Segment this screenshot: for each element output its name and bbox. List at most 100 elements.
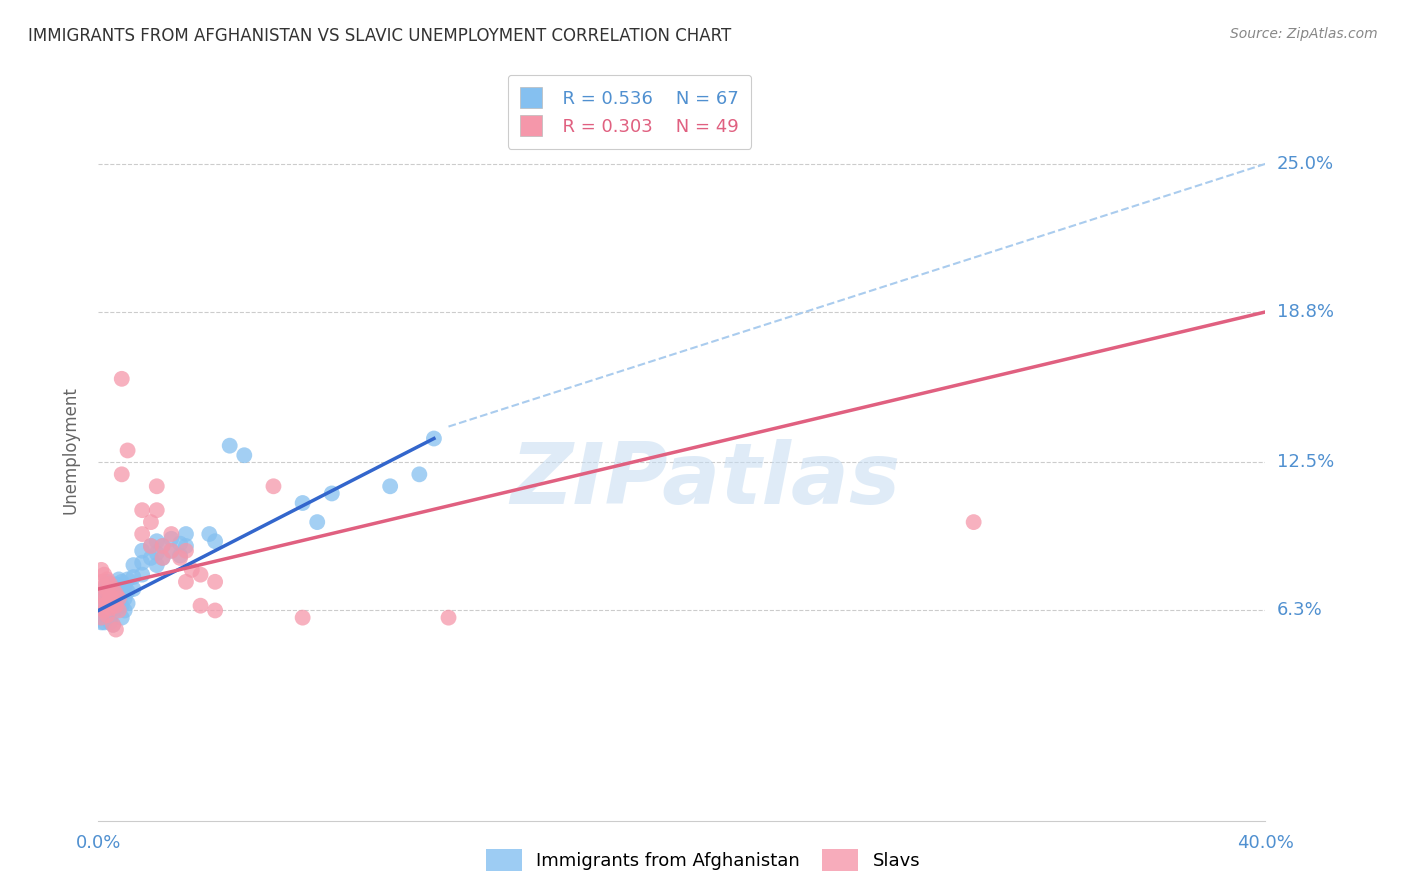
Point <box>108 603 131 617</box>
Point <box>104 589 127 603</box>
Point <box>291 496 314 510</box>
Point <box>437 610 460 624</box>
Text: 40.0%: 40.0% <box>1237 834 1294 853</box>
Point <box>101 606 124 620</box>
Point <box>114 591 136 606</box>
Point <box>139 539 162 553</box>
Point <box>96 599 118 613</box>
Point <box>93 603 115 617</box>
Point <box>101 594 124 608</box>
Point <box>160 543 183 558</box>
Point <box>90 599 112 613</box>
Point <box>96 596 118 610</box>
Point <box>98 615 121 630</box>
Point <box>98 577 121 591</box>
Point <box>111 467 134 482</box>
Point <box>122 558 145 573</box>
Point <box>423 432 446 446</box>
Point <box>131 543 153 558</box>
Point <box>190 567 212 582</box>
Point <box>96 584 118 599</box>
Point <box>98 580 121 594</box>
Legend: Immigrants from Afghanistan, Slavs: Immigrants from Afghanistan, Slavs <box>478 842 928 879</box>
Point <box>152 539 174 553</box>
Point <box>139 550 162 565</box>
Point <box>101 582 124 596</box>
Point <box>307 515 329 529</box>
Point <box>93 615 115 630</box>
Point <box>174 527 197 541</box>
Text: IMMIGRANTS FROM AFGHANISTAN VS SLAVIC UNEMPLOYMENT CORRELATION CHART: IMMIGRANTS FROM AFGHANISTAN VS SLAVIC UN… <box>28 27 731 45</box>
Point <box>101 594 124 608</box>
Point <box>90 610 112 624</box>
Point <box>146 534 169 549</box>
Point <box>204 603 226 617</box>
Point <box>114 603 136 617</box>
Text: 18.8%: 18.8% <box>1277 303 1333 321</box>
Point <box>169 549 191 563</box>
Text: Source: ZipAtlas.com: Source: ZipAtlas.com <box>1230 27 1378 41</box>
Point <box>291 610 314 624</box>
Point <box>962 515 984 529</box>
Point <box>321 486 343 500</box>
Point <box>104 599 127 613</box>
Point <box>174 574 197 589</box>
Y-axis label: Unemployment: Unemployment <box>62 386 80 515</box>
Point <box>104 623 127 637</box>
Point <box>93 603 115 617</box>
Point <box>160 527 183 541</box>
Point <box>111 372 134 386</box>
Point <box>90 587 112 601</box>
Point <box>90 587 112 601</box>
Point <box>108 591 131 606</box>
Point <box>169 550 191 565</box>
Point <box>152 550 174 565</box>
Point <box>111 610 134 624</box>
Point <box>104 601 127 615</box>
Point <box>198 527 221 541</box>
Point <box>174 543 197 558</box>
Point <box>160 532 183 546</box>
Text: 0.0%: 0.0% <box>76 834 121 853</box>
Point <box>98 589 121 603</box>
Point <box>146 558 169 573</box>
Point <box>218 439 240 453</box>
Point <box>90 599 112 613</box>
Point <box>117 596 139 610</box>
Point <box>122 570 145 584</box>
Point <box>204 534 226 549</box>
Point <box>204 574 226 589</box>
Point <box>101 617 124 632</box>
Point <box>131 556 153 570</box>
Point <box>117 573 139 587</box>
Point <box>108 573 131 587</box>
Point <box>131 527 153 541</box>
Point <box>108 596 131 610</box>
Point <box>380 479 402 493</box>
Point <box>131 567 153 582</box>
Point <box>98 601 121 615</box>
Point <box>108 584 131 599</box>
Point <box>93 591 115 606</box>
Point <box>146 479 169 493</box>
Legend:   R = 0.536    N = 67,   R = 0.303    N = 49: R = 0.536 N = 67, R = 0.303 N = 49 <box>508 75 751 149</box>
Point <box>111 599 134 613</box>
Point <box>152 539 174 553</box>
Point <box>93 580 115 594</box>
Point <box>152 550 174 565</box>
Point <box>93 567 115 582</box>
Point <box>111 587 134 601</box>
Point <box>90 610 112 624</box>
Point <box>146 546 169 560</box>
Point <box>111 574 134 589</box>
Point <box>169 536 191 550</box>
Point <box>131 503 153 517</box>
Point <box>90 574 112 589</box>
Point <box>180 563 202 577</box>
Text: 25.0%: 25.0% <box>1277 155 1334 173</box>
Point <box>98 591 121 606</box>
Point <box>117 584 139 599</box>
Point <box>96 574 118 589</box>
Point <box>101 617 124 632</box>
Point <box>262 479 284 493</box>
